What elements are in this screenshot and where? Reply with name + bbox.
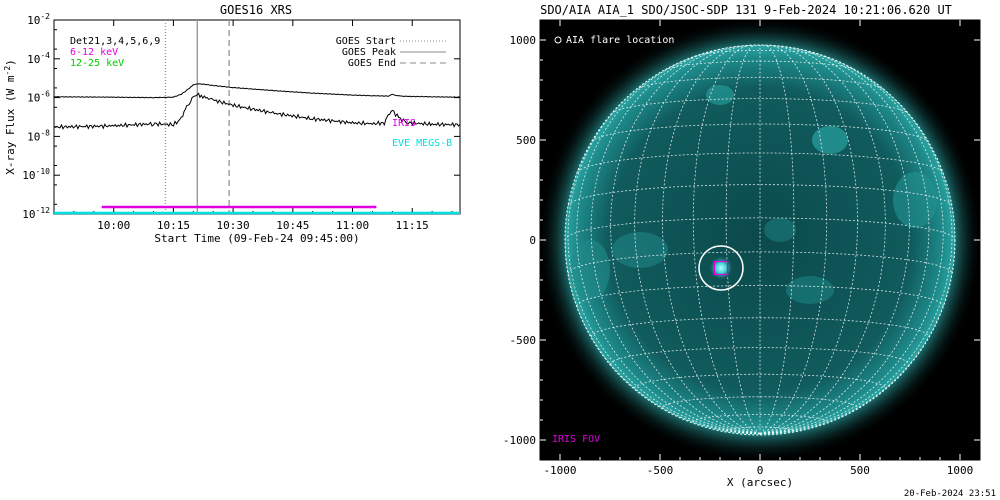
aia-x-tick-label: -500 [647,464,674,477]
legend-goes-start: GOES Start [336,36,396,47]
detector-label: Det21,3,4,5,6,9 [70,36,160,47]
legend-circle-icon [554,36,562,44]
goes-flux-series-1 [53,83,461,99]
goes-x-tick-label: 10:00 [97,219,130,232]
goes-y-tick-label: 10-8 [27,128,50,143]
latitude-line [662,396,858,408]
timestamp-footer: 20-Feb-2024 23:51 [904,489,996,499]
goes-y-tick-exp: -8 [40,128,50,137]
aia-image-panel: SDO/AIA AIA_1 SDO/JSOC-SDP 131 9-Feb-202… [503,3,996,499]
aia-image [540,20,980,460]
longitude-line [759,45,886,435]
aia-x-tick-label: -1000 [543,464,576,477]
goes-x-tick-label: 10:30 [217,219,250,232]
goes-x-tick-label: 11:15 [396,219,429,232]
aia-x-tick-label: 500 [850,464,870,477]
longitude-line [725,45,761,435]
iris-label: IRIS [392,118,416,129]
goes-y-tick-exp: -12 [36,206,51,215]
longitude-line [565,239,761,435]
aia-y-tick-label: 0 [529,234,536,247]
longitude-line [610,47,761,435]
active-regions [570,85,937,304]
goes-y-tick-exp: -6 [40,90,50,99]
aia-y-tick-label: 1000 [510,34,537,47]
goes-x-tick-label: 10:15 [157,219,190,232]
goes-y-tick-exp: -4 [40,51,50,60]
goes-y-tick-base: 10 [27,14,40,27]
band-12-25-label: 12-25 keV [70,58,124,69]
aia-legend: AIA flare location [554,35,674,46]
active-region-center [764,218,796,242]
active-region-sw [612,232,668,268]
aia-y-tick-label: 500 [516,134,536,147]
legend-goes-end: GOES End [348,58,396,69]
iris-fov-box [713,260,729,276]
goes-coverage-bars [54,205,460,215]
goes-x-tick-label: 11:00 [336,219,369,232]
goes-y-tick-label: 10-12 [22,206,50,221]
goes-event-markers [164,20,230,214]
goes-ylabel-exp: -2 [3,66,12,76]
latitude-line [634,373,886,389]
flare-glow [709,256,733,280]
goes-x-tick-label: 10:45 [276,219,309,232]
goes-y-tick-exp: -10 [36,167,51,176]
goes-ylabel-main: X-ray Flux (W m [4,75,17,175]
goes-y-tick-label: 10-6 [27,90,50,105]
goes-y-tick-label: 10-10 [22,167,50,182]
eve-megs-b-label: EVE MEGS-B [392,138,452,149]
longitude-line [567,76,761,435]
aia-y-tick-label: -1000 [503,434,536,447]
aia-title: SDO/AIA AIA_1 SDO/JSOC-SDP 131 9-Feb-202… [540,3,952,17]
aia-flare-legend-label: AIA flare location [566,35,674,46]
goes-y-axis-label: X-ray Flux (W m-2) [3,59,17,175]
goes-y-tick-exp: -2 [40,12,50,21]
goes-flux-series-2 [53,92,461,130]
longitude-line [759,47,910,435]
latitude-line [565,217,955,241]
longitude-line [759,239,955,435]
longitude-line [634,45,761,435]
heliographic-grid [565,45,955,435]
goes-title: GOES16 XRS [220,3,292,17]
latitude-line [610,347,910,365]
goes-y-tick-base: 10 [27,53,40,66]
aia-x-tick-label: 1000 [947,464,974,477]
active-region-s [786,276,834,304]
longitude-line [759,45,795,435]
active-region-ne [812,126,848,154]
longitude-line [759,76,953,435]
aia-axes: -1000 -500 0 500 1000 1000 500 0 -500 -1000 [503,20,980,477]
flare-location-circle [698,245,744,291]
goes-x-axis: 10:00 10:15 10:30 10:45 11:00 11:15 [73,20,453,232]
goes-y-tick-base: 10 [22,169,35,182]
legend-goes-peak: GOES Peak [342,47,396,58]
aia-y-tick-label: -500 [510,334,537,347]
latitude-line [591,123,929,143]
aia-x-axis-label: X (arcsec) [727,476,793,489]
active-region-w [570,240,610,300]
goes-y-tick-label: 10-2 [27,12,50,27]
active-region-e [893,172,937,228]
goes-y-tick-base: 10 [27,130,40,143]
goes-y-tick-label: 10-4 [27,51,50,66]
goes-y-tick-base: 10 [27,92,40,105]
goes-x-axis-label: Start Time (09-Feb-24 09:45:00) [154,232,359,245]
goes-marker-legend: GOES Start GOES Peak GOES End [336,36,446,69]
band-6-12-label: 6-12 keV [70,47,118,58]
latitude-line [692,414,828,423]
solar-limb [564,44,956,436]
goes-flux-curves [53,83,461,130]
goes-ylabel-close: ) [4,59,17,66]
goes-y-tick-base: 10 [22,208,35,221]
iris-fov-label: IRIS FOV [552,434,600,445]
aia-x-tick-label: 0 [757,464,764,477]
active-region-nw [706,85,734,105]
